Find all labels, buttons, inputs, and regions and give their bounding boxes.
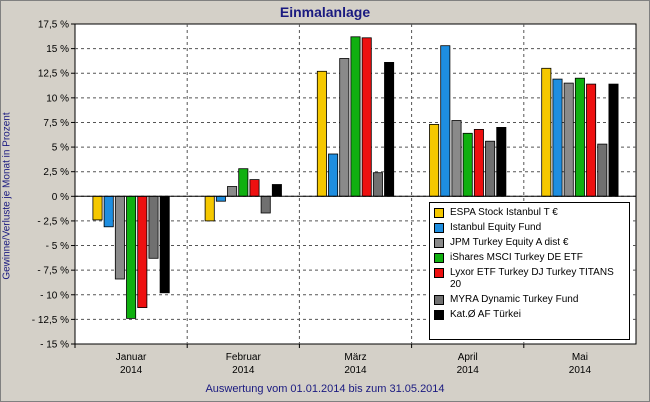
bar — [350, 36, 361, 197]
bar — [137, 195, 148, 309]
legend-label: Kat.Ø AF Türkei — [450, 309, 521, 320]
y-tick-label: 0 % — [52, 192, 69, 203]
bar — [114, 195, 125, 280]
x-tick-label: März — [344, 352, 366, 363]
legend-swatch — [434, 208, 444, 218]
legend-swatch — [434, 238, 444, 248]
legend-swatch — [434, 310, 444, 320]
bar — [384, 62, 395, 197]
bar — [563, 82, 574, 197]
legend-label: ESPA Stock Istanbul T € — [450, 207, 558, 218]
x-tick-label: Januar — [116, 352, 147, 363]
legend-swatch — [434, 253, 444, 263]
bar — [451, 120, 462, 197]
bar — [597, 143, 608, 197]
bar — [574, 77, 585, 197]
bar — [440, 45, 451, 197]
legend-swatch — [434, 295, 444, 305]
x-tick-year: 2014 — [457, 365, 480, 376]
legend-swatch — [434, 223, 444, 233]
x-tick-label: Februar — [226, 352, 262, 363]
legend-item: Kat.Ø AF Türkei — [434, 309, 629, 321]
bar — [339, 58, 350, 197]
x-tick-year: 2014 — [569, 365, 592, 376]
bar — [249, 179, 260, 197]
bar — [361, 37, 372, 197]
bar — [204, 195, 215, 222]
bar — [552, 78, 563, 197]
y-tick-label: 2,5 % — [43, 167, 69, 178]
legend-item: MYRA Dynamic Turkey Fund — [434, 294, 629, 306]
bar — [260, 195, 271, 214]
legend: ESPA Stock Istanbul T € Istanbul Equity F… — [429, 202, 630, 340]
y-tick-label: 15 % — [46, 44, 69, 55]
legend-label: JPM Turkey Equity A dist € — [450, 237, 569, 248]
x-tick-year: 2014 — [232, 365, 255, 376]
y-tick-label: - 2,5 % — [37, 216, 69, 227]
bar — [215, 195, 226, 202]
chart-title: Einmalanlage — [279, 4, 371, 20]
bar — [159, 195, 170, 294]
bar — [372, 172, 383, 197]
y-tick-label: - 7,5 % — [37, 266, 69, 277]
bar — [496, 127, 507, 197]
bar — [238, 168, 249, 197]
bar — [126, 195, 137, 319]
y-tick-label: - 12,5 % — [32, 315, 69, 326]
y-tick-label: - 10 % — [40, 290, 69, 301]
x-tick-label: April — [458, 352, 478, 363]
x-tick-year: 2014 — [344, 365, 367, 376]
bar — [271, 184, 282, 197]
bar — [316, 70, 327, 197]
bar — [473, 128, 484, 197]
y-tick-label: - 5 % — [46, 241, 69, 252]
legend-item: ESPA Stock Istanbul T € — [434, 207, 629, 219]
legend-label: Istanbul Equity Fund — [450, 222, 542, 233]
evaluation-period: Auswertung vom 01.01.2014 bis zum 31.05.… — [205, 383, 445, 395]
y-tick-label: 7,5 % — [43, 118, 69, 129]
bar — [485, 140, 496, 197]
y-tick-label: 5 % — [52, 143, 69, 154]
bar — [92, 195, 103, 221]
legend-item: iShares MSCI Turkey DE ETF — [434, 252, 629, 264]
y-tick-label: 17,5 % — [38, 20, 69, 31]
bar — [608, 83, 619, 197]
bar — [328, 153, 339, 197]
legend-item: Lyxor ETF Turkey DJ Turkey TITANS 20 — [434, 267, 629, 291]
bar — [541, 67, 552, 197]
y-tick-label: - 15 % — [40, 340, 69, 351]
bar — [227, 186, 238, 197]
legend-label: iShares MSCI Turkey DE ETF — [450, 252, 583, 263]
bar — [429, 124, 440, 197]
y-tick-label: 12,5 % — [38, 69, 69, 80]
legend-label: Lyxor ETF Turkey DJ Turkey TITANS 20 — [450, 267, 614, 290]
bar — [103, 195, 114, 228]
y-tick-label: 10 % — [46, 93, 69, 104]
legend-label: MYRA Dynamic Turkey Fund — [450, 294, 579, 305]
legend-item: Istanbul Equity Fund — [434, 222, 629, 234]
bar — [462, 132, 473, 197]
bar — [586, 83, 597, 197]
bar — [148, 195, 159, 259]
legend-item: JPM Turkey Equity A dist € — [434, 237, 629, 249]
legend-swatch — [434, 268, 444, 278]
x-tick-label: Mai — [572, 352, 588, 363]
x-tick-year: 2014 — [120, 365, 143, 376]
